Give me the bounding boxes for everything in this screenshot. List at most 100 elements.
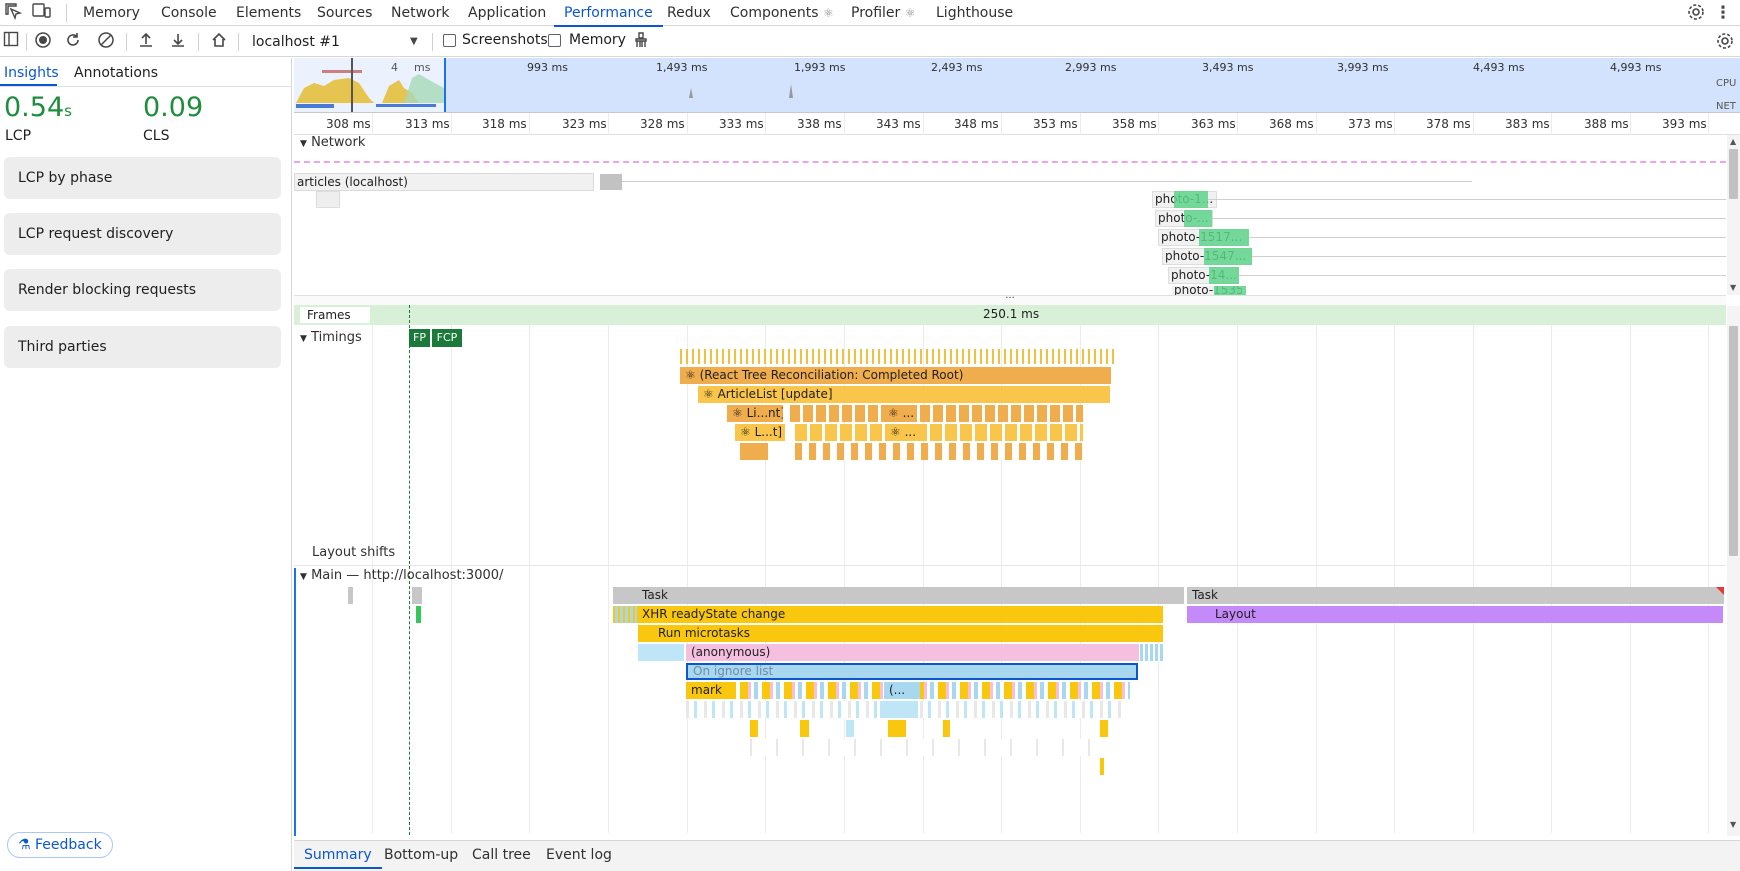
task-bar[interactable] xyxy=(348,587,353,604)
timing-bar[interactable] xyxy=(1092,367,1111,384)
fp-marker[interactable]: FP xyxy=(409,329,430,347)
insights-sidebar: Insights Annotations 0.54s LCP 0.09 CLS … xyxy=(0,58,292,871)
network-scrollbar[interactable]: ▲ ▼ xyxy=(1727,135,1740,295)
overview-label: 3,993 ms xyxy=(1337,61,1389,74)
main-task-2[interactable]: Task xyxy=(1187,587,1724,604)
tab-lighthouse[interactable]: Lighthouse xyxy=(936,5,1014,21)
network-request-articles[interactable]: articles (localhost) xyxy=(294,173,594,191)
cls-value[interactable]: 0.09 xyxy=(143,92,204,123)
paint-bar[interactable] xyxy=(416,606,421,623)
tab-components[interactable]: Components ⚛ xyxy=(730,0,834,26)
main-task-1[interactable]: Task xyxy=(637,587,1184,604)
ruler-tick: 343 ms xyxy=(876,117,921,131)
grid-line xyxy=(844,113,845,833)
timing-list-item[interactable]: ⚛ L...t] xyxy=(735,424,785,441)
sidebar-tab-annotations[interactable]: Annotations xyxy=(74,65,159,81)
flask-icon: ⚗ xyxy=(18,837,31,853)
scrollbar-thumb[interactable] xyxy=(1729,149,1738,199)
memory-checkbox[interactable] xyxy=(548,34,561,47)
feedback-button[interactable]: ⚗ Feedback xyxy=(7,832,113,858)
divider xyxy=(294,565,1726,566)
lcp-metric[interactable]: 0.54s xyxy=(4,92,72,123)
grid-line xyxy=(687,113,688,833)
download-icon[interactable] xyxy=(167,31,189,53)
main-track-header[interactable]: ▼ Main — http://localhost:3000/ xyxy=(300,568,503,583)
lcp-label: LCP xyxy=(5,128,32,144)
target-select[interactable]: localhost #1 ▼ xyxy=(252,31,424,53)
tab-bottom-up[interactable]: Bottom-up xyxy=(384,847,459,863)
performance-toolbar: localhost #1 ▼ Screenshots Memory xyxy=(0,27,1740,57)
tab-summary[interactable]: Summary xyxy=(294,847,382,869)
scroll-down-icon[interactable]: ▼ xyxy=(1730,283,1737,292)
target-select-value: localhost #1 xyxy=(252,34,340,50)
request-label: articles (localhost) xyxy=(297,175,408,189)
insight-card-lcp-request-discovery[interactable]: LCP request discovery xyxy=(4,213,281,255)
timing-list-item[interactable]: ⚛ Li...nt] xyxy=(727,405,783,422)
timing-article-list-update[interactable]: ⚛ ArticleList [update] xyxy=(698,386,1110,403)
tab-profiler[interactable]: Profiler ⚛ xyxy=(851,0,916,26)
insight-card-render-blocking[interactable]: Render blocking requests xyxy=(4,269,281,311)
tab-application[interactable]: Application xyxy=(468,5,547,21)
anonymous-function[interactable]: (anonymous) xyxy=(686,644,1139,661)
network-track-header[interactable]: ▼ Network xyxy=(300,135,365,150)
tab-network[interactable]: Network xyxy=(391,5,450,21)
capture-settings-gear-icon[interactable] xyxy=(1714,31,1736,53)
timing-list-item[interactable]: ⚛ ...] xyxy=(883,405,915,422)
timing-react-reconciliation[interactable]: ⚛ (React Tree Reconciliation: Completed … xyxy=(680,367,1092,384)
tab-memory[interactable]: Memory xyxy=(83,5,140,21)
mark-function[interactable]: mark xyxy=(686,682,736,699)
overview-label: 1,493 ms xyxy=(656,61,708,74)
more-options-icon[interactable]: ⋮ xyxy=(1714,3,1732,23)
device-toolbar-icon[interactable] xyxy=(30,2,52,24)
toolbar-separator xyxy=(238,33,239,51)
record-icon[interactable] xyxy=(32,31,54,53)
ruler-tick: 318 ms xyxy=(482,117,527,131)
tab-console[interactable]: Console xyxy=(161,5,217,21)
frames-track[interactable]: Frames 250.1 ms xyxy=(294,305,1726,325)
upload-icon[interactable] xyxy=(135,31,157,53)
toggle-sidebar-icon[interactable] xyxy=(0,31,22,53)
react-icon: ⚛ xyxy=(823,6,834,20)
sidebar-tab-insights[interactable]: Insights xyxy=(4,65,59,81)
xhr-ready-state-change[interactable]: XHR readyState change xyxy=(637,606,1163,623)
timing-bar[interactable] xyxy=(740,443,768,460)
inspect-element-icon[interactable] xyxy=(2,2,24,24)
screenshots-checkbox[interactable] xyxy=(443,34,456,47)
layout-shifts-track-title[interactable]: Layout shifts xyxy=(312,545,396,560)
main-track-selection-bar xyxy=(294,568,296,836)
tab-call-tree[interactable]: Call tree xyxy=(472,847,531,863)
task-bar[interactable] xyxy=(412,587,422,604)
insight-card-third-parties[interactable]: Third parties xyxy=(4,326,281,368)
timings-track-header[interactable]: ▼ Timings xyxy=(300,330,362,345)
clear-icon[interactable] xyxy=(95,31,117,53)
scroll-up-icon[interactable]: ▲ xyxy=(1730,137,1737,146)
ruler-tick: 308 ms xyxy=(326,117,371,131)
settings-gear-icon[interactable] xyxy=(1685,2,1707,24)
ruler-tick: 313 ms xyxy=(405,117,450,131)
anonymous-call[interactable]: (... xyxy=(884,682,920,699)
reload-record-icon[interactable] xyxy=(62,31,84,53)
toolbar-separator xyxy=(126,33,127,51)
tab-event-log[interactable]: Event log xyxy=(546,847,612,863)
fcp-marker[interactable]: FCP xyxy=(432,329,462,347)
resize-handle[interactable]: ··· xyxy=(294,294,1726,305)
task-bar[interactable] xyxy=(613,587,637,604)
grid-line xyxy=(923,113,924,833)
tab-performance[interactable]: Performance xyxy=(554,0,663,27)
tab-sources[interactable]: Sources xyxy=(317,5,373,21)
home-icon[interactable] xyxy=(208,31,230,53)
main-scrollbar[interactable]: ▼ xyxy=(1727,306,1740,836)
garbage-collect-icon[interactable] xyxy=(630,31,652,53)
grid-line xyxy=(451,113,452,833)
tab-redux[interactable]: Redux xyxy=(667,5,711,21)
run-microtasks[interactable]: Run microtasks xyxy=(638,625,1163,642)
layout-event[interactable]: Layout xyxy=(1187,606,1723,623)
on-ignore-list[interactable]: On ignore list xyxy=(686,663,1138,680)
network-request-photo[interactable]: photo-1535... xyxy=(1172,286,1242,295)
scroll-down-icon[interactable]: ▼ xyxy=(1730,820,1737,829)
scrollbar-thumb[interactable] xyxy=(1729,326,1738,556)
insight-card-lcp-by-phase[interactable]: LCP by phase xyxy=(4,157,281,199)
tab-elements[interactable]: Elements xyxy=(236,5,302,21)
timeline-overview[interactable]: 4 ms 993 ms 1,493 ms 1,993 ms 2,493 ms 2… xyxy=(294,58,1740,113)
timing-list-item[interactable]: ⚛ ... xyxy=(885,424,915,441)
